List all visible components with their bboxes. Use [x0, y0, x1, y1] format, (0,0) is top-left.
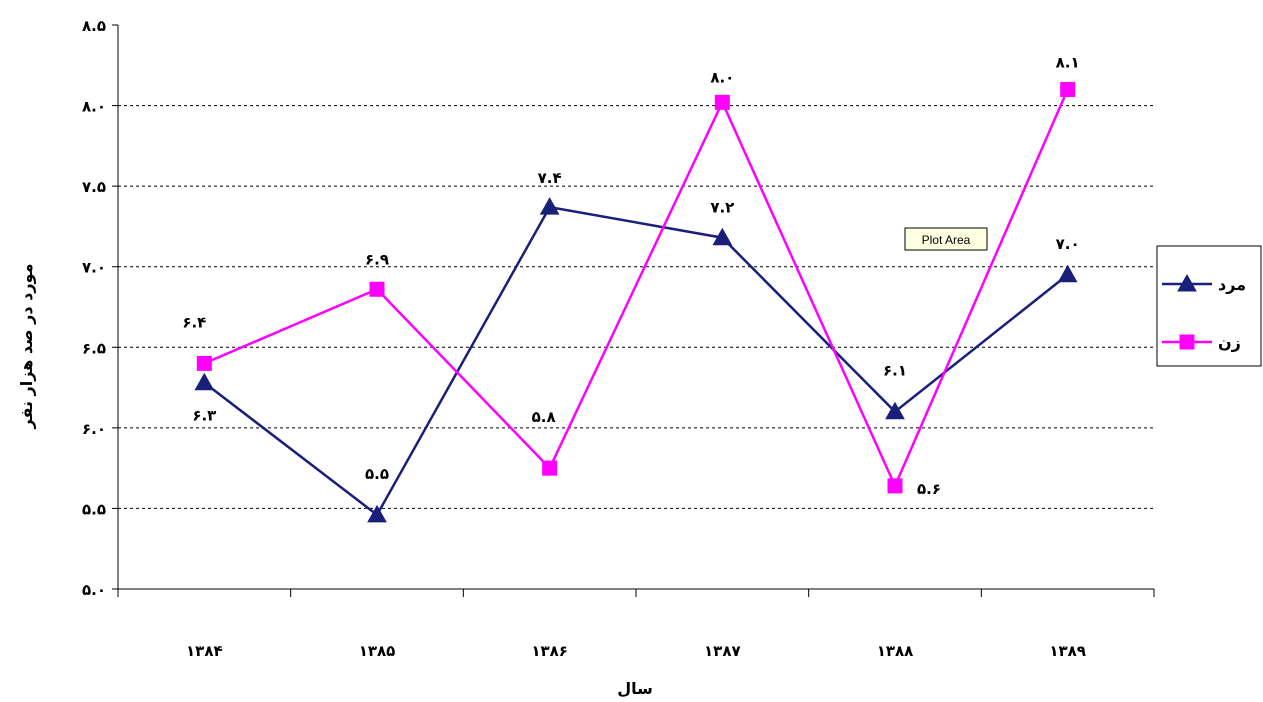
data-label: ۶.۳: [192, 407, 216, 425]
series-point: [1060, 81, 1076, 97]
data-label: ۸.۱: [1056, 53, 1080, 71]
axes: [117, 25, 1154, 590]
tooltip-box: [904, 227, 988, 251]
x-tick-label: ۱۳۸۴: [186, 642, 223, 660]
y-tick-label: ۷.۰: [82, 259, 106, 277]
x-axis-title: سال: [617, 679, 653, 698]
data-label: ۷.۲: [710, 199, 734, 217]
y-tick-label: ۶.۵: [82, 339, 106, 357]
series-point: [367, 504, 387, 523]
y-tick-label: ۵.۰: [82, 581, 106, 599]
x-axis-ticks: ۱۳۸۴ ۱۳۸۵ ۱۳۸۶ ۱۳۸۷ ۱۳۸۸ ۱۳۸۹: [117, 589, 1155, 660]
series-point: [542, 460, 558, 476]
series-point: [194, 372, 215, 391]
series-point: [1057, 264, 1078, 283]
data-label: ۶.۹: [365, 250, 389, 268]
series-point: [369, 281, 385, 297]
data-label: ۷.۴: [538, 169, 562, 187]
data-labels: ۶.۳ ۵.۵ ۷.۴ ۷.۲ ۶.۱ ۷.۰ ۶.۴ ۶.۹ ۵.۸ ۸.۰ ۵.۶ ۸.۱: [182, 53, 1079, 497]
series-group: [194, 81, 1078, 523]
y-tick-label: ۸.۰: [82, 98, 106, 116]
series-point: [712, 227, 733, 246]
x-tick-label: ۱۳۸۵: [359, 642, 396, 660]
legend-marker: [1177, 273, 1197, 292]
y-tick-label: ۵.۵: [82, 500, 106, 518]
y-tick-label: ۷.۵: [82, 178, 106, 196]
x-tick-label: ۱۳۸۷: [704, 642, 741, 660]
data-label: ۶.۴: [182, 313, 206, 331]
series-point: [887, 478, 903, 494]
legend-marker: [1179, 334, 1195, 350]
y-tick-label: ۶.۰: [82, 420, 106, 438]
legend-label: مرد: [1218, 275, 1246, 294]
data-label: ۵.۸: [532, 408, 556, 426]
y-tick-label: ۸.۵: [82, 17, 106, 35]
data-label: ۸.۰: [710, 68, 734, 86]
x-tick-label: ۱۳۸۸: [877, 642, 914, 660]
tooltip: Plot Area: [904, 227, 988, 251]
data-label: ۶.۱: [883, 362, 907, 380]
y-axis-ticks: ۵.۰ ۵.۵ ۶.۰ ۶.۵ ۷.۰ ۷.۵ ۸.۰ ۸.۵: [82, 17, 118, 599]
series-point: [539, 197, 560, 215]
series-point: [714, 94, 730, 110]
legend-box: [1156, 245, 1262, 367]
series-line: [203, 205, 1069, 517]
legend: مرد زن: [1156, 245, 1262, 367]
grid-lines: [118, 105, 1154, 509]
x-tick-label: ۱۳۸۶: [531, 642, 568, 660]
series-line: [203, 88, 1069, 489]
data-label: ۵.۶: [917, 480, 941, 498]
data-label: ۷.۰: [1056, 235, 1080, 253]
data-label: ۵.۵: [365, 465, 389, 483]
tooltip-text: Plot Area: [922, 233, 971, 247]
y-axis-title: مورد در صد هزار نفر: [17, 264, 36, 430]
x-tick-label: ۱۳۸۹: [1049, 642, 1086, 660]
legend-label: زن: [1218, 333, 1241, 352]
series-point: [885, 401, 905, 420]
series-point: [196, 355, 212, 371]
